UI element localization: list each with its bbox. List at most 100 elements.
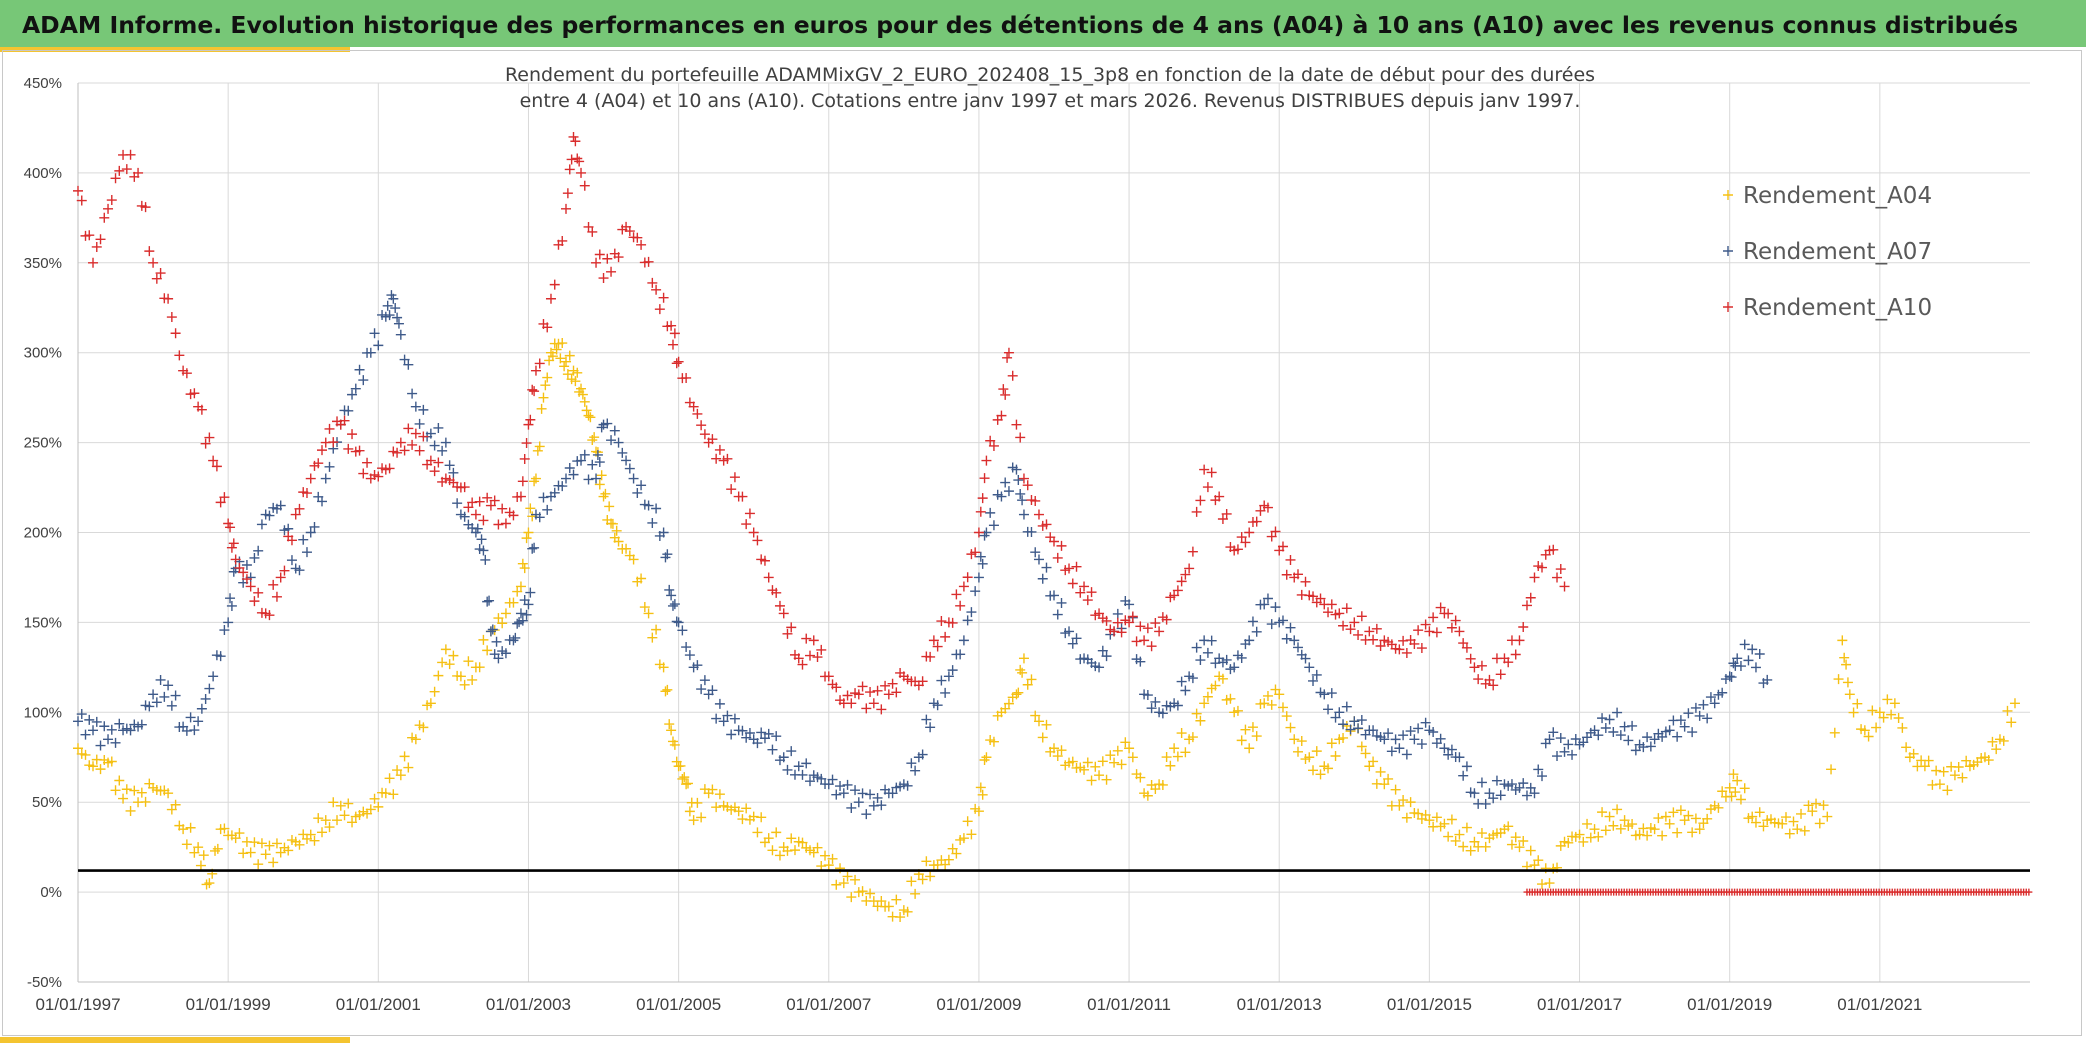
marker-rendement-a04 [1844,689,1855,700]
marker-rendement-a10 [208,455,219,466]
marker-rendement-a04 [1563,837,1574,848]
marker-rendement-a10 [328,437,339,448]
marker-rendement-a10 [474,496,485,507]
marker-rendement-a07 [399,354,410,365]
marker-rendement-a10 [1146,641,1157,652]
marker-rendement-a04 [1544,878,1555,889]
marker-rendement-a07 [592,449,603,460]
marker-rendement-a04 [440,644,451,655]
marker-rendement-a10 [711,453,722,464]
marker-rendement-a10 [932,641,943,652]
marker-rendement-a04 [1180,747,1191,758]
marker-rendement-a04 [917,874,928,885]
marker-rendement-a04 [1296,736,1307,747]
marker-rendement-a10 [347,429,358,440]
marker-rendement-a04 [1942,785,1953,796]
marker-rendement-a04 [1690,813,1701,824]
marker-rendement-a04 [204,878,215,889]
marker-rendement-a10 [808,635,819,646]
marker-rendement-a04 [193,842,204,853]
marker-rendement-a07 [350,383,361,394]
marker-rendement-a04 [664,719,675,730]
marker-rendement-a04 [1017,667,1028,678]
marker-rendement-a10 [99,212,110,223]
marker-rendement-a07 [1454,752,1465,763]
marker-rendement-a10 [846,698,857,709]
marker-rendement-a04 [981,752,992,763]
marker-rendement-a04 [628,554,639,565]
marker-rendement-a04 [1375,766,1386,777]
marker-rendement-a10 [673,356,684,367]
marker-rendement-a04 [1195,715,1206,726]
marker-rendement-a04 [1049,743,1059,754]
marker-rendement-a10 [163,293,174,304]
marker-rendement-a07 [1484,788,1495,799]
marker-rendement-a04 [1142,790,1153,801]
marker-rendement-a07 [865,789,876,800]
marker-rendement-a07 [1236,652,1247,663]
marker-rendement-a10 [951,589,962,600]
marker-rendement-a07 [816,773,827,784]
marker-rendement-a04 [1803,800,1814,811]
marker-rendement-a07 [801,758,812,769]
marker-rendement-a07 [440,437,451,448]
marker-rendement-a04 [1987,736,1998,747]
marker-rendement-a04 [1931,765,1942,776]
marker-rendement-a07 [159,691,170,702]
marker-rendement-a07 [88,725,99,736]
marker-rendement-a07 [393,318,404,329]
marker-rendement-a04 [497,618,508,629]
marker-rendement-a07 [767,744,778,755]
marker-rendement-a07 [1345,724,1356,735]
marker-rendement-a10 [643,256,654,267]
marker-rendement-a10 [275,572,286,583]
marker-rendement-a10 [1135,621,1146,632]
marker-rendement-a04 [1210,680,1221,691]
marker-rendement-a07 [525,587,536,598]
marker-rendement-a10 [241,574,252,585]
marker-rendement-a04 [1615,823,1626,834]
marker-rendement-a04 [1619,815,1630,826]
marker-rendement-a10 [591,257,602,268]
marker-rendement-a04 [684,806,695,817]
marker-rendement-a10 [1555,564,1566,575]
marker-rendement-a07 [521,609,532,620]
marker-rendement-a04 [683,778,693,789]
marker-rendement-a10 [1262,502,1273,513]
marker-rendement-a10 [534,358,545,369]
marker-rendement-a07 [527,543,538,554]
marker-rendement-a07 [1112,608,1123,619]
marker-rendement-a07 [666,590,677,601]
marker-rendement-a07 [988,520,999,531]
marker-rendement-a07 [835,781,846,792]
x-tick-label: 01/01/2013 [1237,995,1322,1014]
marker-rendement-a04 [1758,821,1769,832]
marker-rendement-a04 [1537,879,1547,890]
marker-rendement-a10 [1488,680,1499,691]
marker-rendement-a04 [493,613,504,624]
marker-rendement-a04 [696,812,707,823]
marker-rendement-a07 [358,375,369,386]
marker-rendement-a04 [1627,819,1638,830]
marker-rendement-a04 [1739,783,1750,794]
marker-rendement-a07 [827,774,838,785]
marker-rendement-a07 [1101,651,1112,662]
marker-rendement-a04 [95,764,106,775]
marker-rendement-a07 [1544,734,1555,745]
marker-rendement-a04 [651,624,662,635]
marker-rendement-a07 [534,512,545,523]
marker-rendement-a04 [1116,759,1127,770]
marker-rendement-a07 [902,780,913,791]
marker-rendement-a07 [1135,656,1146,667]
marker-rendement-a04 [1957,772,1968,783]
marker-rendement-a10 [1338,620,1349,631]
marker-rendement-a10 [1416,643,1427,654]
marker-rendement-a07 [1026,526,1037,537]
marker-rendement-a04 [399,751,410,762]
marker-rendement-a04 [979,755,990,766]
marker-rendement-a04 [547,351,558,362]
marker-rendement-a10 [343,443,354,454]
header-band: ADAM Informe. Evolution historique des p… [0,0,2086,47]
marker-rendement-a10 [133,167,144,178]
marker-rendement-a10 [268,579,279,590]
